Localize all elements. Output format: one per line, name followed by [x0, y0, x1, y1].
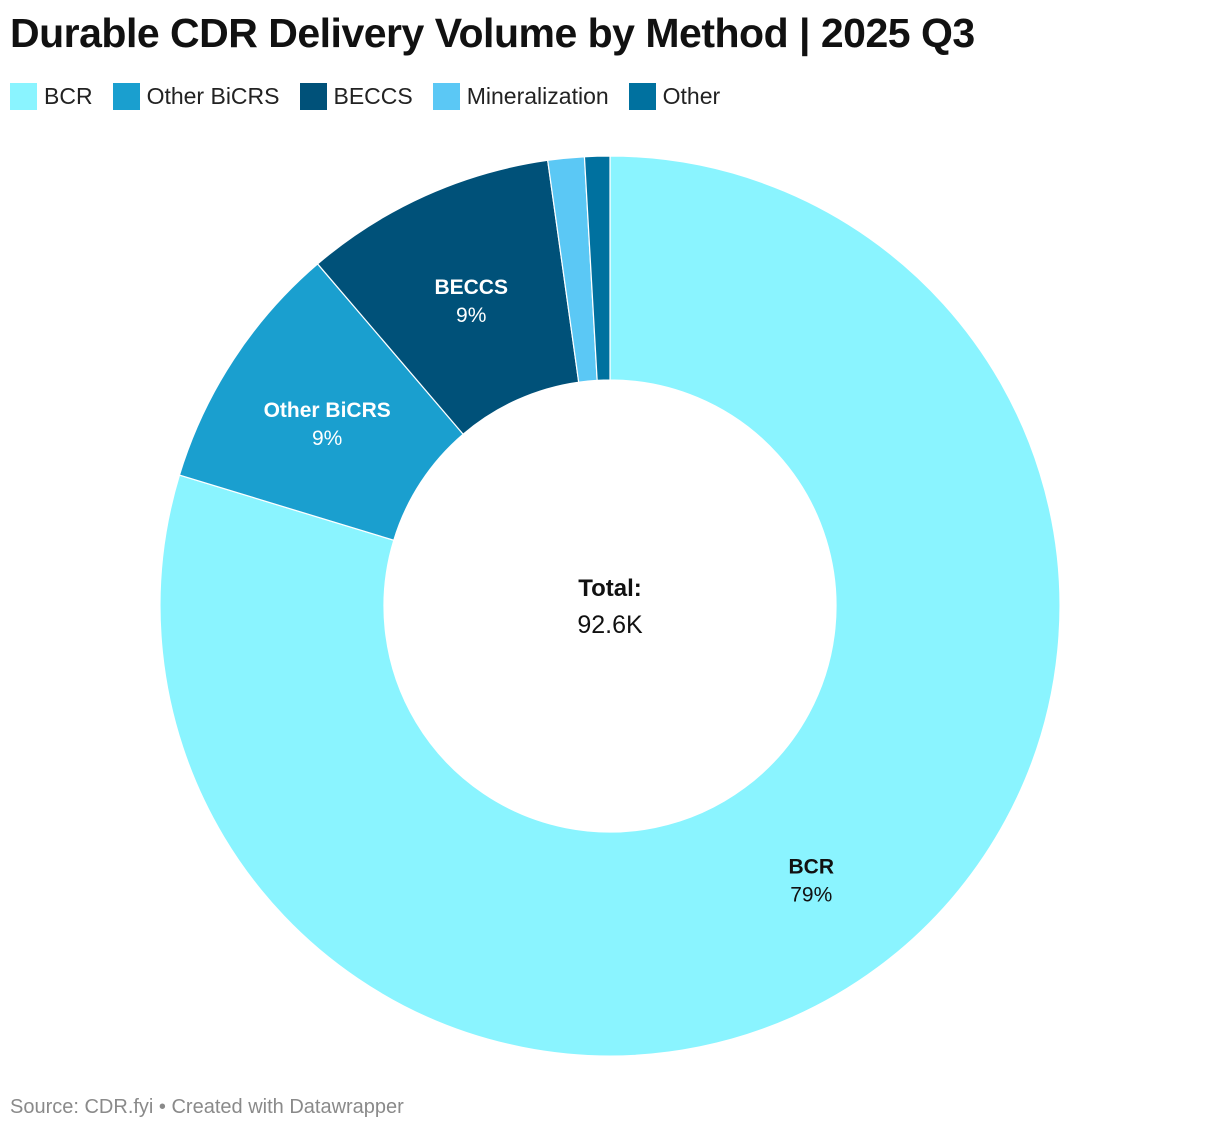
- slice-label-name-beccs: BECCS: [434, 276, 508, 299]
- legend-label-other-bicrs: Other BiCRS: [146, 83, 280, 109]
- legend-swatch-bcr: [10, 83, 37, 110]
- source-footer: Source: CDR.fyi • Created with Datawrapp…: [10, 1096, 404, 1118]
- legend-swatch-beccs: [299, 83, 327, 110]
- slice-label-name-other-bicrs: Other BiCRS: [264, 399, 391, 422]
- slice-label-pct-bcr: 79%: [790, 884, 832, 907]
- legend-swatch-mineralization: [432, 83, 460, 110]
- legend-item-beccs: BECCS: [299, 83, 413, 110]
- slice-label-beccs: BECCS 9%: [434, 276, 508, 327]
- slice-label-pct-other-bicrs: 9%: [312, 427, 342, 450]
- slice-label-bcr: BCR 79%: [789, 856, 835, 907]
- slice-labels-layer: BCR 79% Other BiCRS 9% BECCS 9%: [264, 276, 834, 907]
- slice-bcr: [159, 155, 1061, 1057]
- center-total-value: 92.6K: [577, 611, 643, 639]
- legend-label-beccs: BECCS: [333, 83, 413, 109]
- center-total-label: Total:: [578, 575, 642, 602]
- slice-label-pct-beccs: 9%: [456, 304, 486, 327]
- legend-item-other-bicrs: Other BiCRS: [112, 83, 280, 110]
- legend-item-bcr: BCR: [10, 83, 93, 110]
- legend-label-other: Other: [662, 83, 721, 109]
- slices-layer: [159, 155, 1061, 1057]
- legend-item-mineralization: Mineralization: [432, 83, 609, 110]
- slice-label-name-bcr: BCR: [789, 856, 835, 879]
- legend-swatch-other: [628, 83, 656, 110]
- slice-other: [583, 155, 611, 381]
- legend-item-other: Other: [628, 83, 721, 110]
- legend-swatch-other-bicrs: [112, 83, 140, 110]
- legend-label-bcr: BCR: [44, 83, 93, 109]
- chart-title: Durable CDR Delivery Volume by Method | …: [10, 10, 975, 56]
- legend: BCR Other BiCRS BECCS Mineralization Oth…: [10, 83, 720, 110]
- legend-label-mineralization: Mineralization: [466, 83, 609, 109]
- slice-label-other-bicrs: Other BiCRS 9%: [264, 399, 391, 450]
